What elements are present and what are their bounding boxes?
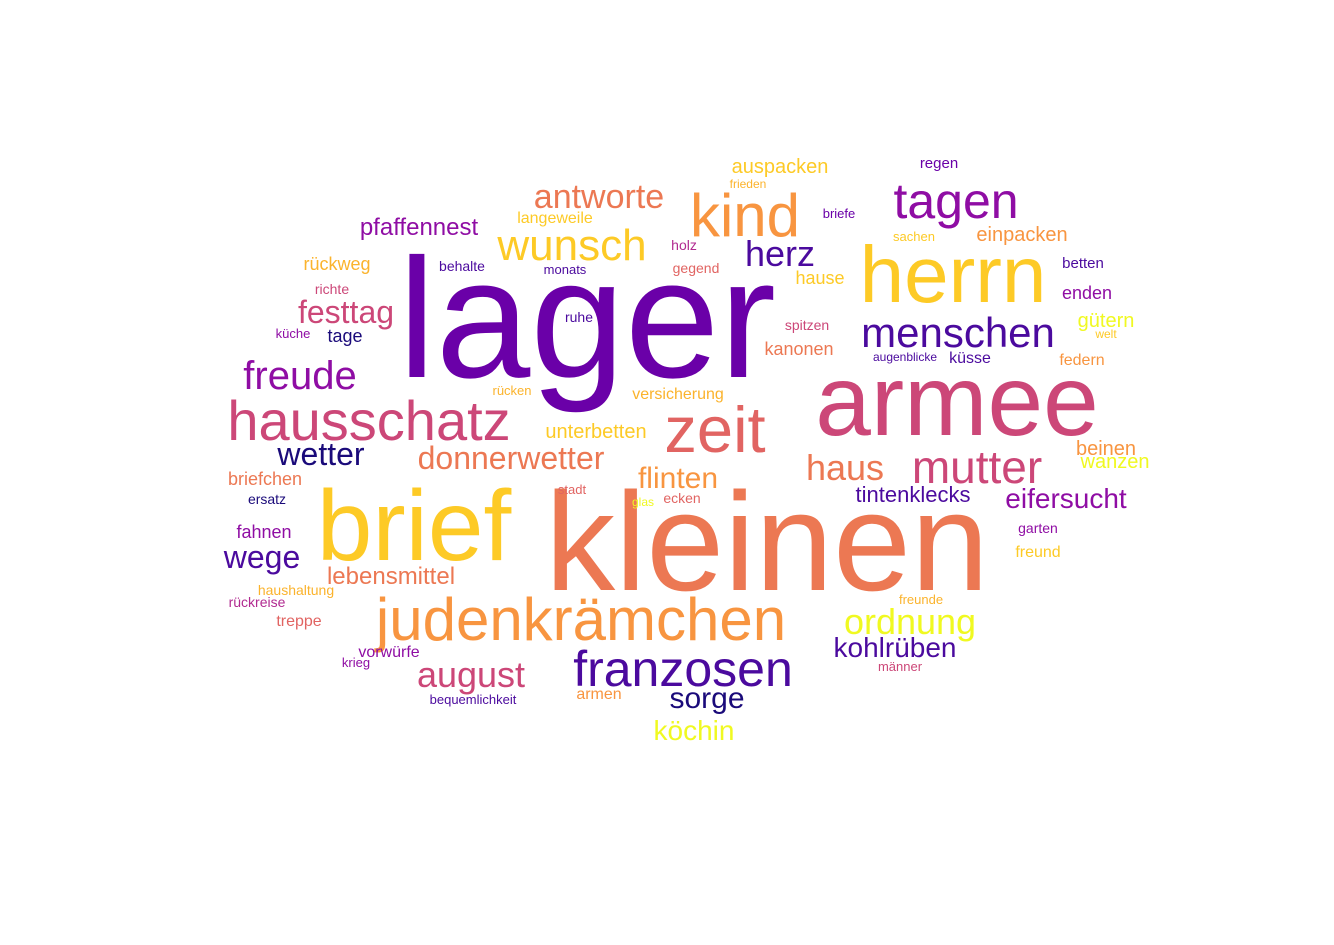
cloud-word: brief (317, 470, 512, 582)
cloud-word: festtag (298, 294, 394, 330)
cloud-word: rücken (492, 383, 531, 398)
cloud-word: ordnung (844, 601, 976, 642)
cloud-word: armen (576, 686, 621, 703)
cloud-word: männer (878, 659, 923, 674)
cloud-word: wetter (276, 436, 364, 472)
cloud-word: einpacken (976, 224, 1067, 246)
cloud-word: welt (1094, 327, 1117, 341)
cloud-word: ecken (663, 490, 700, 506)
cloud-word: wege (223, 539, 301, 575)
cloud-word: tage (327, 326, 362, 346)
cloud-word: federn (1059, 352, 1104, 369)
cloud-word: beinen (1076, 438, 1136, 460)
cloud-word: hause (795, 268, 844, 288)
cloud-word: küche (276, 326, 311, 341)
cloud-word: köchin (654, 715, 735, 746)
cloud-word: gegend (673, 260, 720, 276)
cloud-word: herrn (860, 230, 1047, 319)
cloud-word: garten (1018, 520, 1058, 536)
cloud-word: freunde (899, 592, 943, 607)
cloud-word: glas (632, 495, 654, 509)
cloud-word: lebensmittel (327, 563, 455, 590)
cloud-word: langeweile (517, 210, 593, 227)
cloud-word: lager (398, 224, 776, 414)
cloud-word: rückreise (229, 594, 286, 610)
cloud-word: antworte (534, 178, 664, 216)
cloud-word: betten (1062, 255, 1104, 272)
cloud-word: enden (1062, 283, 1112, 303)
cloud-word: kanonen (764, 339, 833, 359)
cloud-word: briefe (823, 206, 856, 221)
cloud-word: wanzen (1080, 451, 1150, 473)
cloud-word: fahnen (236, 522, 291, 542)
cloud-word: herz (745, 233, 815, 274)
cloud-word: holz (671, 237, 697, 253)
cloud-word: sorge (669, 682, 744, 715)
cloud-word: franzosen (573, 641, 793, 697)
cloud-word: rückweg (303, 254, 370, 274)
cloud-word: pfaffennest (360, 214, 479, 241)
cloud-word: eifersucht (1005, 483, 1127, 514)
cloud-word: richte (315, 281, 349, 297)
cloud-word: gütern (1078, 310, 1135, 332)
cloud-word: tagen (893, 173, 1018, 229)
cloud-word: monats (544, 262, 587, 277)
cloud-word: donnerwetter (418, 440, 605, 476)
cloud-word: mutter (912, 441, 1042, 493)
cloud-word: tintenklecks (856, 482, 971, 507)
cloud-word: hausschatz (227, 389, 510, 452)
cloud-word: bequemlichkeit (430, 692, 517, 707)
cloud-word: regen (920, 155, 958, 172)
cloud-word: freude (243, 354, 356, 398)
cloud-word: flinten (638, 462, 718, 495)
cloud-word: küsse (949, 350, 991, 367)
cloud-word: kleinen (545, 463, 989, 620)
cloud-word: ersatz (248, 491, 286, 507)
cloud-word: kohlrüben (834, 632, 957, 663)
cloud-word: auspacken (732, 156, 829, 178)
cloud-word: zeit (664, 393, 765, 466)
cloud-word: armee (815, 345, 1098, 457)
cloud-word: unterbetten (545, 421, 646, 443)
cloud-word: kind (690, 182, 800, 249)
cloud-word: ruhe (565, 309, 593, 325)
cloud-word: stadt (558, 482, 587, 497)
cloud-word: versicherung (632, 386, 724, 403)
cloud-word: judenkrämchen (374, 586, 786, 653)
cloud-word: menschen (861, 309, 1055, 356)
cloud-word: wunsch (496, 221, 646, 270)
cloud-word: august (417, 654, 525, 695)
cloud-word: freund (1015, 544, 1060, 561)
cloud-word: behalte (439, 258, 485, 274)
cloud-word: spitzen (785, 317, 829, 333)
cloud-word: vorwürfe (358, 644, 419, 661)
cloud-word: treppe (276, 613, 321, 630)
cloud-word: augenblicke (873, 350, 937, 364)
cloud-word: haus (806, 447, 884, 488)
cloud-word: frieden (730, 177, 767, 191)
cloud-word: briefchen (228, 469, 302, 489)
cloud-word: sachen (893, 229, 935, 244)
cloud-word: haushaltung (258, 582, 334, 598)
cloud-word: krieg (342, 655, 370, 670)
